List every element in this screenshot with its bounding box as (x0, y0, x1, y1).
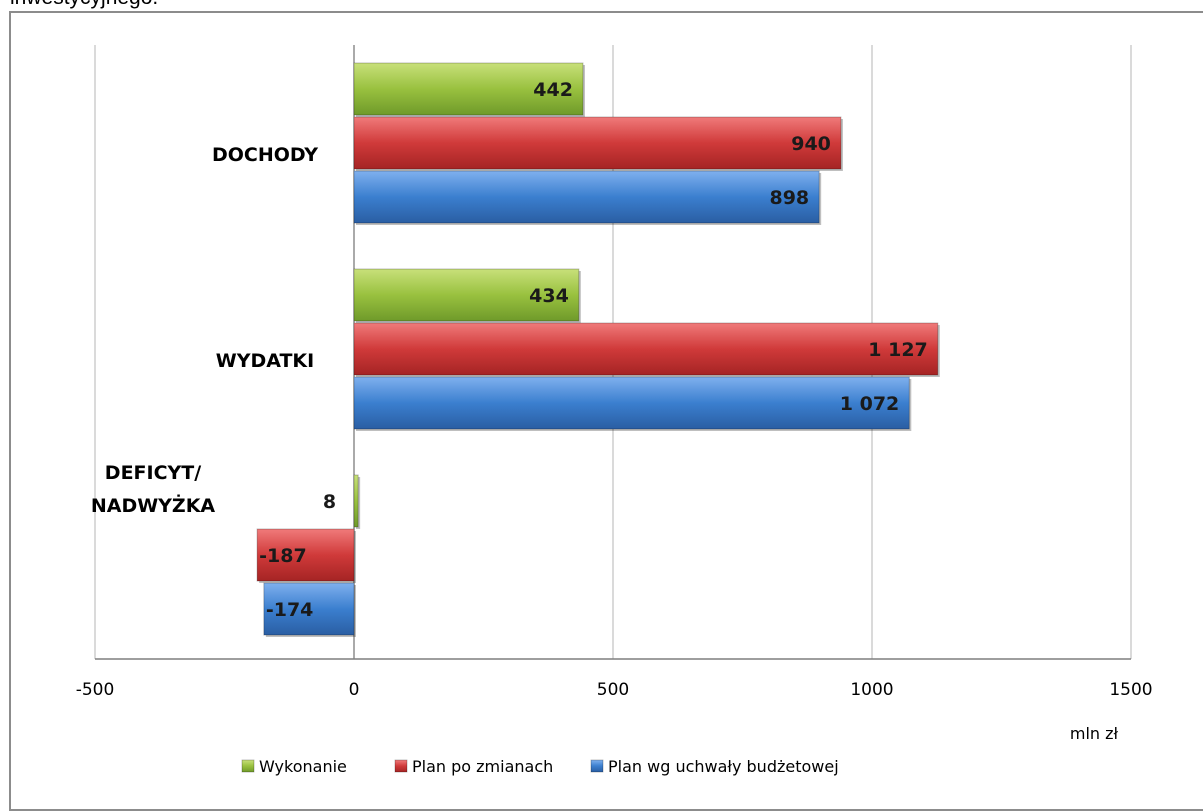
legend-label: Wykonanie (259, 757, 347, 776)
x-tick-label: 1000 (850, 680, 893, 700)
bar-plan-po-zmianach (353, 322, 939, 376)
category-label: NADWYŻKA (91, 493, 216, 517)
legend-swatch (394, 759, 408, 773)
data-label: 940 (791, 133, 831, 155)
bar-wykonanie (353, 268, 580, 322)
x-tick-label: 500 (597, 680, 629, 700)
data-label: 1 072 (840, 393, 900, 415)
bar-plan-wg-uchwa-y-bud-etowej (263, 582, 355, 636)
chart-area: 442 940 898 434 1 127 1 072 8 -187 -174 -500 0 500… (9, 11, 1203, 811)
legend-swatch (590, 759, 604, 773)
data-label: 898 (769, 187, 809, 209)
legend-swatch (241, 759, 255, 773)
x-axis-unit-label: mln zł (1070, 724, 1119, 743)
data-label: -187 (259, 545, 307, 567)
bar-plan-po-zmianach (256, 528, 355, 582)
bar-wykonanie (353, 62, 584, 116)
intro-text: inwestycyjnego. (10, 0, 158, 10)
category-labels: DOCHODY WYDATKI DEFICYT/NADWYŻKA (91, 144, 318, 517)
x-tick-label: 1500 (1109, 680, 1152, 700)
data-label: 442 (533, 79, 573, 101)
x-tick-label: 0 (349, 680, 360, 700)
legend: Wykonanie Plan po zmianach Plan wg uchwały… (241, 757, 839, 776)
bar-plan-wg-uchwa-y-bud-etowej (353, 376, 910, 430)
data-label: 434 (529, 285, 569, 307)
category-label: DEFICYT/ (105, 462, 201, 484)
bar-plan-wg-uchwa-y-bud-etowej (353, 170, 820, 224)
category-label: WYDATKI (216, 350, 314, 372)
data-labels: 442 940 898 434 1 127 1 072 8 -187 -174 (259, 79, 928, 621)
x-tick-label: -500 (76, 680, 115, 700)
data-label: 8 (323, 491, 336, 513)
x-axis: -500 0 500 1000 1500 mln zł (76, 658, 1153, 743)
legend-label: Plan wg uchwały budżetowej (608, 757, 839, 776)
bar-chart: 442 940 898 434 1 127 1 072 8 -187 -174 -500 0 500… (76, 45, 1153, 776)
bars (256, 62, 940, 637)
bar-plan-po-zmianach (353, 116, 842, 170)
data-label: -174 (266, 599, 314, 621)
legend-label: Plan po zmianach (412, 757, 553, 776)
bar-wykonanie (353, 474, 359, 528)
data-label: 1 127 (868, 339, 928, 361)
category-label: DOCHODY (212, 144, 318, 166)
